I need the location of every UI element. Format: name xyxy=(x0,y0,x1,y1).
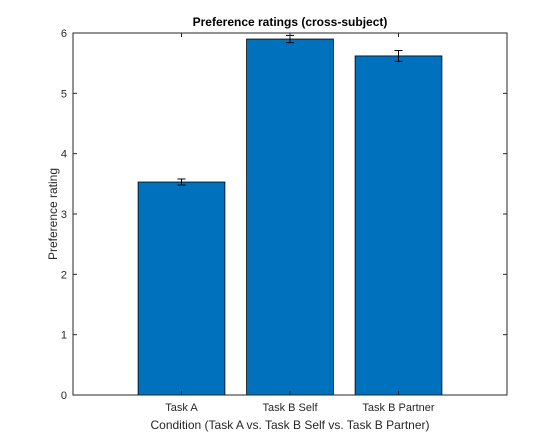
y-tick-label-5: 5 xyxy=(61,88,67,100)
chart-title: Preference ratings (cross-subject) xyxy=(193,15,388,29)
y-tick-label-0: 0 xyxy=(61,390,67,402)
x-axis-ticks: Task A Task B Self Task B Partner xyxy=(165,33,435,414)
bars-group xyxy=(137,38,443,396)
x-tick-label-2: Task B Self xyxy=(262,402,318,414)
y-tick-label-6: 6 xyxy=(61,28,67,40)
y-axis-ticks: 0 1 2 3 4 5 6 xyxy=(61,28,507,402)
y-tick-label-2: 2 xyxy=(61,269,67,281)
bar-3 xyxy=(354,55,443,396)
y-tick-label-3: 3 xyxy=(61,209,67,221)
error-bars-group xyxy=(177,34,403,186)
bar-1 xyxy=(137,181,226,396)
y-tick-label-4: 4 xyxy=(61,149,67,161)
bar-2 xyxy=(246,38,334,396)
x-axis-label: Condition (Task A vs. Task B Self vs. Ta… xyxy=(150,418,429,432)
y-axis-label: Preference rating xyxy=(46,168,60,260)
y-tick-label-1: 1 xyxy=(61,330,67,342)
x-tick-label-3: Task B Partner xyxy=(362,402,434,414)
x-tick-label-1: Task A xyxy=(165,402,198,414)
